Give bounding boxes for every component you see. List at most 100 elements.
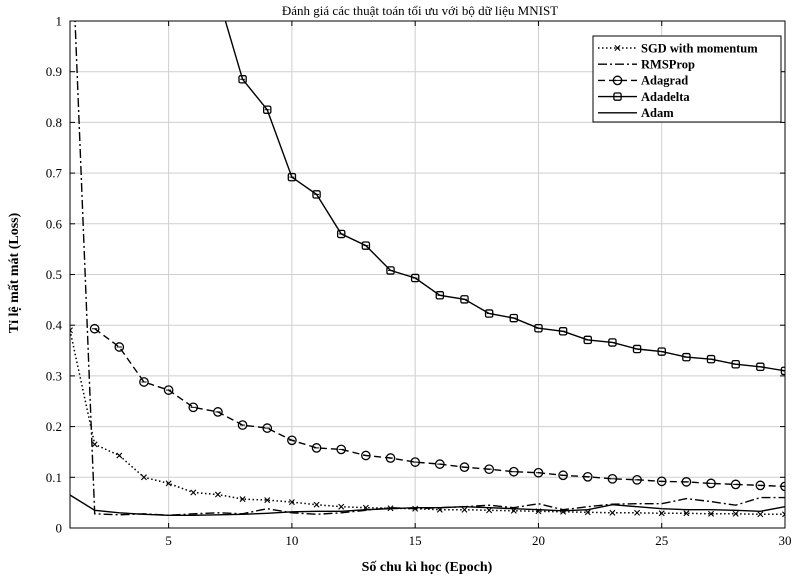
data-point (114, 342, 125, 352)
legend-box (592, 35, 782, 123)
x-tick-label: 25 (655, 533, 668, 548)
x-axis-label: Số chu kì học (Epoch) (362, 560, 493, 575)
legend-marker (614, 45, 621, 51)
data-point (361, 241, 371, 250)
x-tick-label: 30 (779, 533, 792, 548)
data-point (213, 407, 223, 417)
data-point (484, 309, 494, 318)
y-tick-label: 1 (56, 14, 63, 29)
data-point (89, 323, 100, 334)
legend-item: SGD with momentum (598, 41, 758, 55)
legend-label: Adam (641, 106, 674, 120)
series-line (94, 328, 785, 488)
data-point (190, 489, 197, 496)
series-2 (89, 323, 785, 492)
data-point (140, 474, 147, 481)
data-point (262, 105, 272, 114)
legend-item: RMSProp (598, 58, 695, 72)
data-point (708, 510, 715, 517)
data-point (486, 507, 493, 514)
x-tick-label: 15 (409, 533, 422, 548)
y-tick-label: 0 (56, 521, 63, 536)
data-point (287, 172, 297, 182)
legend-label: Adadelta (641, 90, 690, 104)
legend-label: SGD with momentum (641, 41, 758, 55)
data-point (508, 466, 519, 477)
series-line (70, 330, 785, 516)
data-point (658, 510, 665, 517)
data-point (755, 480, 766, 491)
data-point (706, 478, 716, 489)
data-point (336, 229, 346, 239)
data-point (757, 511, 764, 518)
data-point (312, 190, 321, 199)
series-3 (224, 21, 785, 376)
data-point (188, 402, 199, 413)
y-tick-label: 0.4 (46, 318, 63, 333)
data-point (116, 452, 123, 459)
legend-item: Adadelta (598, 90, 690, 104)
data-point (608, 338, 617, 347)
data-point (313, 501, 320, 508)
data-point (732, 510, 739, 517)
data-point (609, 509, 616, 516)
series-0 (70, 327, 785, 518)
data-point (237, 420, 248, 430)
data-point (607, 473, 618, 484)
data-point (91, 441, 98, 448)
data-point (311, 443, 322, 453)
y-tick-label: 0.9 (46, 64, 62, 79)
y-tick-label: 0.7 (46, 166, 63, 181)
data-point (460, 295, 469, 304)
data-point (461, 506, 468, 513)
legend-marker (612, 75, 623, 86)
data-point (730, 479, 741, 490)
y-tick-label: 0.1 (46, 470, 62, 485)
y-tick-label: 0.2 (46, 419, 62, 434)
data-point (410, 457, 421, 467)
data-point (656, 476, 667, 487)
data-point (584, 509, 591, 516)
data-point (484, 464, 494, 475)
data-point (163, 385, 174, 395)
data-point (558, 327, 568, 336)
data-point (239, 496, 246, 503)
legend-label: RMSProp (641, 58, 695, 72)
data-point (214, 491, 221, 498)
data-point (534, 323, 543, 333)
data-point (386, 266, 395, 275)
data-point (410, 273, 420, 283)
data-point (338, 503, 345, 510)
data-point (533, 467, 544, 478)
legend-item: Adagrad (598, 74, 688, 88)
data-point (238, 75, 247, 84)
data-point (683, 510, 690, 517)
y-axis-label: Tỉ lệ mất mát (Loss) (7, 212, 22, 333)
data-point (682, 352, 691, 362)
series-line (70, 494, 785, 516)
x-tick-label: 5 (165, 533, 172, 548)
data-point (782, 511, 785, 518)
legend-item: Adam (598, 106, 674, 120)
data-point (632, 344, 642, 354)
data-point (780, 366, 785, 376)
legend-marker (613, 92, 622, 101)
data-point (706, 354, 716, 364)
data-point (262, 423, 273, 433)
data-point (165, 480, 172, 487)
data-point (582, 471, 593, 482)
chart-title: Đánh giá các thuật toán tối ưu với bộ dữ… (282, 3, 558, 18)
y-tick-label: 0.5 (46, 267, 62, 282)
x-tick-label: 10 (285, 533, 298, 548)
data-point (459, 462, 470, 473)
data-point (583, 335, 593, 345)
data-point (632, 474, 642, 485)
data-point (434, 459, 445, 469)
data-point (756, 362, 765, 372)
data-point (657, 347, 666, 356)
data-point (509, 313, 519, 323)
data-point (361, 450, 371, 461)
y-tick-label: 0.3 (46, 368, 62, 383)
data-point (731, 359, 740, 369)
